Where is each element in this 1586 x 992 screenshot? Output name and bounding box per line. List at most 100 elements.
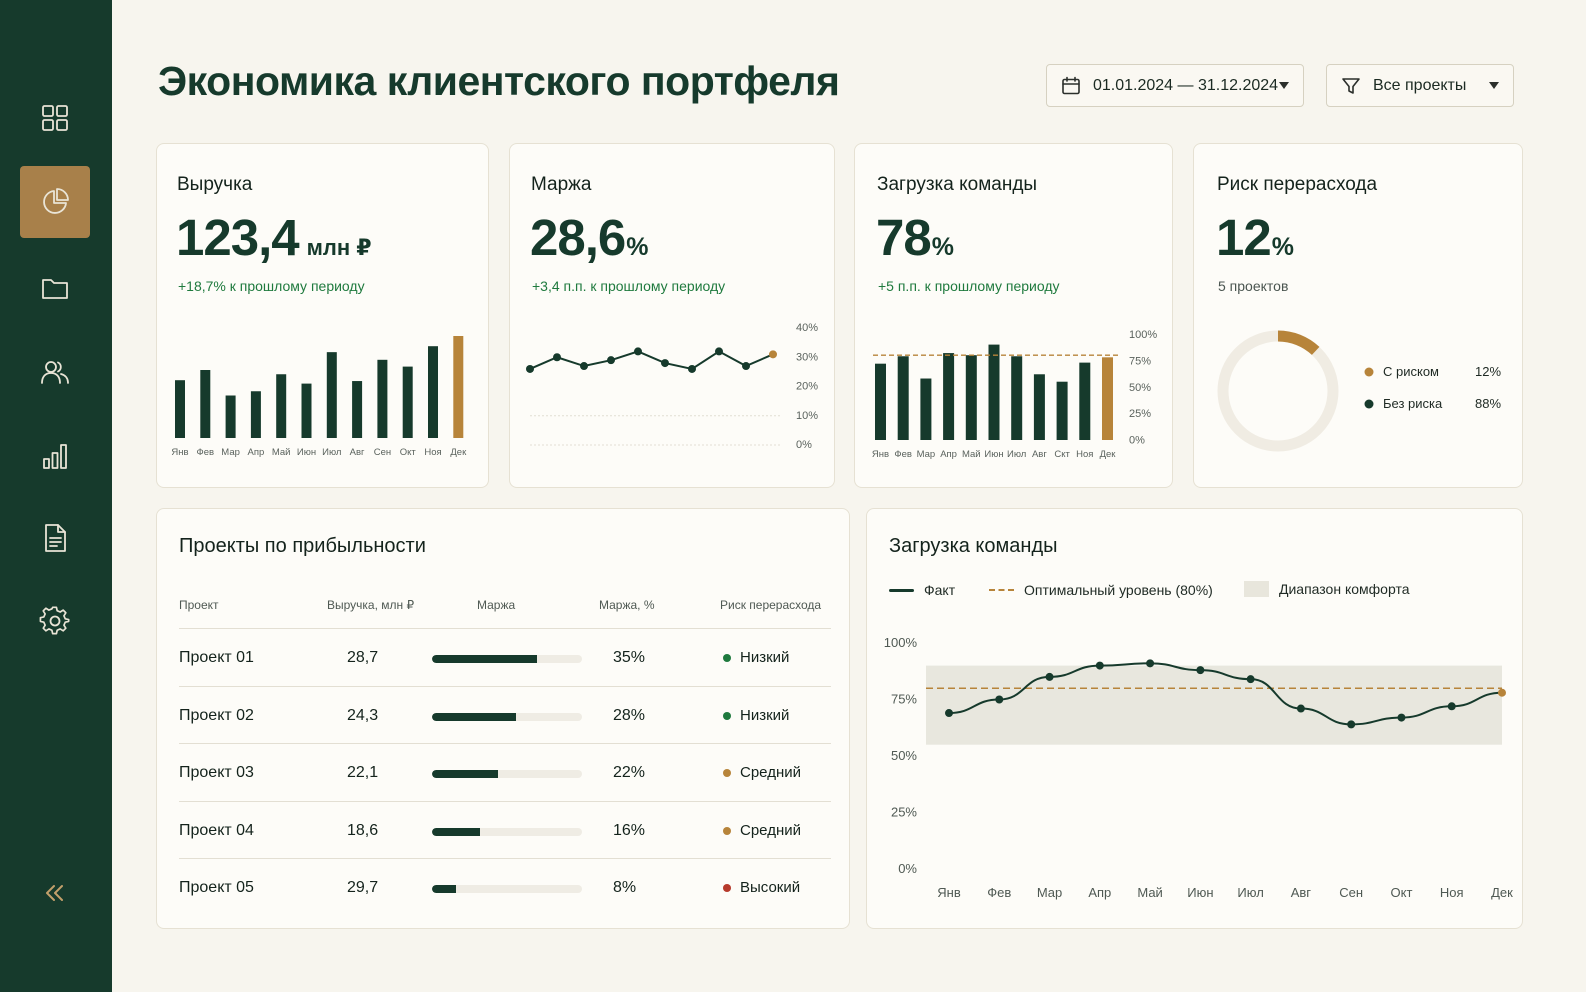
project-risk: Средний [740,764,801,781]
team-load-line-chart: 100% 75% 50% 25% 0% Янв Фев Мар Апр Май Июн Июл Авг С… [884,635,1513,900]
x-tick-label: Май [962,449,981,460]
bar [377,359,388,438]
y-tick-label: 10% [796,410,818,422]
x-tick-label: Мар [1037,885,1062,900]
bar [250,391,261,438]
legend-fact: Факт [889,582,955,598]
legend-dot [1364,367,1374,377]
margin-bar [432,885,582,893]
data-point [688,364,696,373]
sidebar-collapse-button[interactable] [38,876,72,910]
sidebar [0,0,112,992]
legend-label: Оптимальный уровень (80%) [1024,582,1213,598]
bar [1056,381,1068,440]
risk-donut-chart: С риском 12% Без риска 88% [1217,330,1501,452]
bar [428,346,438,438]
col-header-revenue: Выручка, млн ₽ [327,598,415,612]
date-range-picker[interactable]: 01.01.2024 — 31.12.2024 [1046,64,1304,107]
x-tick-label: Мар [917,449,936,460]
table-row[interactable]: Проект 02 24,3 28% Низкий [179,685,831,743]
kpi-title: Загрузка команды [877,174,1038,195]
filter-icon [1341,76,1361,96]
bar [1011,356,1023,440]
team-load-card: Загрузка команды Факт Оптимальный уровен… [866,508,1523,929]
legend-label: Диапазон комфорта [1279,581,1410,597]
project-margin-pct: 22% [613,764,646,781]
x-tick-label: Скт [1054,449,1070,460]
grid-icon [42,105,68,131]
nav-documents[interactable] [20,502,90,574]
nav-settings[interactable] [20,585,90,657]
x-tick-label: Окт [400,447,417,458]
data-point [607,356,615,365]
table-row[interactable]: Проект 03 22,1 22% Средний [179,743,831,800]
chevron-down-icon [1279,82,1289,89]
nav-team[interactable] [20,336,90,408]
bar [1102,357,1113,440]
project-filter-select[interactable]: Все проекты [1326,64,1514,107]
nav-projects[interactable] [20,252,90,324]
margin-bar-fill [432,770,498,778]
section-title: Загрузка команды [889,535,1058,557]
y-tick-label: 100% [884,635,918,650]
bar [1079,362,1091,440]
table-row[interactable]: Проект 04 18,6 16% Средний [179,800,831,858]
bar [920,378,932,440]
legend-label: Факт [924,582,956,598]
x-tick-label: Сен [1339,885,1363,900]
data-point [526,364,534,373]
data-point [1246,675,1255,684]
comfort-band [926,665,1502,745]
folder-icon [42,279,68,299]
project-revenue: 29,7 [347,879,379,896]
x-tick-label: Янв [937,885,961,900]
y-tick-label: 50% [891,748,917,763]
legend-target: Оптимальный уровень (80%) [989,582,1213,598]
x-tick-label: Мар [221,447,240,458]
x-tick-label: Окт [1391,885,1413,900]
revenue-bar-chart: Янв Фев Мар Апр Май Июн Июл Авг Сен Окт Ноя Дек [171,336,467,458]
col-header-project: Проект [179,598,219,612]
project-revenue: 28,7 [347,649,379,666]
x-tick-label: Июн [1187,885,1213,900]
x-tick-label: Май [1137,885,1162,900]
load-bar-chart: Янв Фев Мар Апр Май Июн Июл Авг Скт Ноя Дек 100% 75%… [872,329,1157,460]
kpi-card-risk: Риск перерасхода 12% 5 проектов С риском… [1193,143,1523,488]
project-margin-pct: 35% [613,649,646,666]
x-tick-label: Май [272,447,291,458]
table-row[interactable]: Проект 05 29,7 8% Высокий [179,858,831,915]
margin-bar-fill [432,827,480,836]
bar [943,353,955,440]
kpi-title: Риск перерасхода [1217,174,1378,195]
x-tick-label: Фев [987,885,1011,900]
section-title: Проекты по прибыльности [179,535,426,557]
kpi-note: 5 проектов [1218,278,1289,294]
risk-dot [723,654,731,662]
nav-dashboard[interactable] [20,82,90,154]
data-point [1196,666,1205,675]
y-tick-label: 50% [1129,382,1151,394]
y-tick-label: 25% [1129,408,1151,420]
x-tick-label: Фев [197,447,215,458]
bar [453,336,464,438]
date-range-value: 01.01.2024 — 31.12.2024 [1093,76,1279,94]
data-point [1146,659,1155,668]
x-tick-label: Июн [984,449,1003,460]
project-revenue: 18,6 [347,821,379,839]
kpi-card-load: Загрузка команды 78% +5 п.п. к прошлому … [854,143,1173,488]
project-filter-value: Все проекты [1373,76,1467,94]
kpi-value: 123,4 млн ₽ [176,209,372,266]
data-point [1296,704,1305,713]
risk-dot [723,769,731,777]
x-tick-label: Дек [1100,449,1117,460]
data-point [995,695,1004,704]
x-tick-label: Ноя [424,447,441,458]
table-row[interactable]: Проект 01 28,7 35% Низкий [179,628,831,685]
nav-reports[interactable] [20,420,90,492]
donut-slice [1217,330,1339,452]
bar [175,380,185,438]
nav-analytics[interactable] [20,166,90,238]
bar [326,352,337,438]
x-tick-label: Авг [1291,885,1312,900]
margin-bar [432,655,582,663]
